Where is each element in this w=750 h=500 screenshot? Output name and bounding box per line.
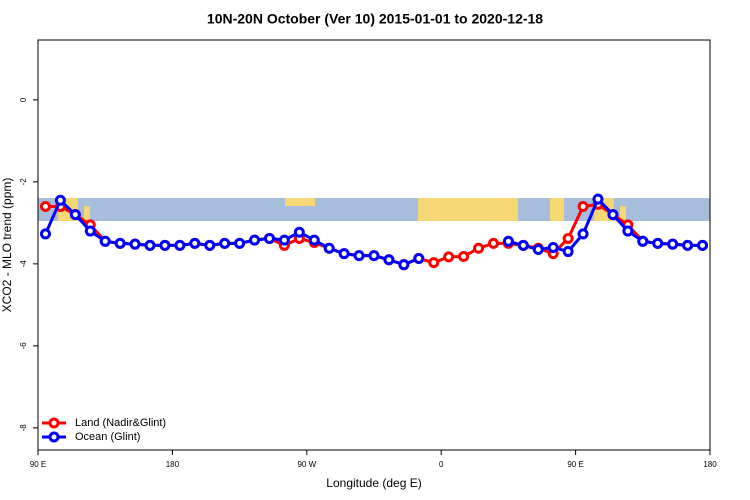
y-axis-label: XCO2 - MLO trend (ppm) bbox=[0, 178, 14, 313]
series bbox=[39, 193, 709, 271]
legend-label: Land (Nadir&Glint) bbox=[75, 417, 166, 429]
data-point bbox=[562, 246, 574, 258]
legend-marker bbox=[48, 431, 60, 443]
data-point bbox=[607, 209, 619, 221]
plot-frame bbox=[37, 39, 711, 451]
data-point bbox=[667, 238, 679, 250]
data-point bbox=[398, 259, 410, 271]
data-point bbox=[234, 237, 246, 249]
data-point bbox=[308, 234, 320, 246]
y-tick-label: -4 bbox=[19, 260, 28, 268]
data-point bbox=[532, 244, 544, 256]
data-point bbox=[204, 239, 216, 251]
x-tick-label: 90 E bbox=[30, 460, 46, 469]
chart-title: 10N-20N October (Ver 10) 2015-01-01 to 2… bbox=[207, 11, 543, 27]
data-point bbox=[69, 209, 81, 221]
data-point bbox=[697, 239, 709, 251]
data-point bbox=[39, 228, 51, 240]
data-point bbox=[159, 239, 171, 251]
legend-item: Land (Nadir&Glint) bbox=[42, 417, 166, 429]
data-point bbox=[637, 235, 649, 247]
data-point bbox=[652, 237, 664, 249]
data-point bbox=[174, 239, 186, 251]
data-point bbox=[443, 251, 455, 263]
data-point bbox=[368, 250, 380, 262]
x-tick-label: 180 bbox=[703, 460, 717, 469]
x-tick-label: 90 E bbox=[567, 460, 583, 469]
data-point bbox=[114, 237, 126, 249]
map-band bbox=[38, 198, 710, 221]
x-tick-label: 180 bbox=[166, 460, 180, 469]
x-tick-label: 0 bbox=[439, 460, 444, 469]
data-point bbox=[353, 250, 365, 262]
y-tick-label: 0 bbox=[19, 97, 28, 102]
data-point bbox=[54, 194, 66, 206]
data-point bbox=[577, 200, 589, 212]
data-point bbox=[263, 232, 275, 244]
legend-marker bbox=[48, 417, 60, 429]
data-point bbox=[383, 254, 395, 266]
data-point bbox=[487, 237, 499, 249]
x-tick-label: 90 W bbox=[297, 460, 316, 469]
data-point bbox=[682, 239, 694, 251]
data-point bbox=[293, 226, 305, 238]
data-point bbox=[99, 235, 111, 247]
data-point bbox=[413, 253, 425, 265]
data-point bbox=[338, 248, 350, 260]
data-point bbox=[129, 238, 141, 250]
data-point bbox=[562, 232, 574, 244]
data-point bbox=[547, 241, 559, 253]
data-point bbox=[189, 237, 201, 249]
data-point bbox=[592, 193, 604, 205]
data-point bbox=[249, 234, 261, 246]
data-point bbox=[39, 200, 51, 212]
x-axis-label: Longitude (deg E) bbox=[326, 476, 421, 490]
data-point bbox=[473, 242, 485, 254]
y-tick-label: -8 bbox=[19, 424, 28, 432]
y-tick-label: -6 bbox=[19, 342, 28, 350]
data-point bbox=[517, 239, 529, 251]
legend-item: Ocean (Glint) bbox=[42, 431, 140, 443]
data-point bbox=[84, 225, 96, 237]
data-point bbox=[577, 228, 589, 240]
data-point bbox=[219, 237, 231, 249]
data-point bbox=[502, 235, 514, 247]
data-point bbox=[458, 250, 470, 262]
data-point bbox=[278, 234, 290, 246]
legend-label: Ocean (Glint) bbox=[75, 431, 140, 443]
data-point bbox=[428, 257, 440, 269]
data-point bbox=[323, 242, 335, 254]
y-tick-label: -2 bbox=[19, 178, 28, 186]
data-point bbox=[622, 225, 634, 237]
data-point bbox=[144, 239, 156, 251]
